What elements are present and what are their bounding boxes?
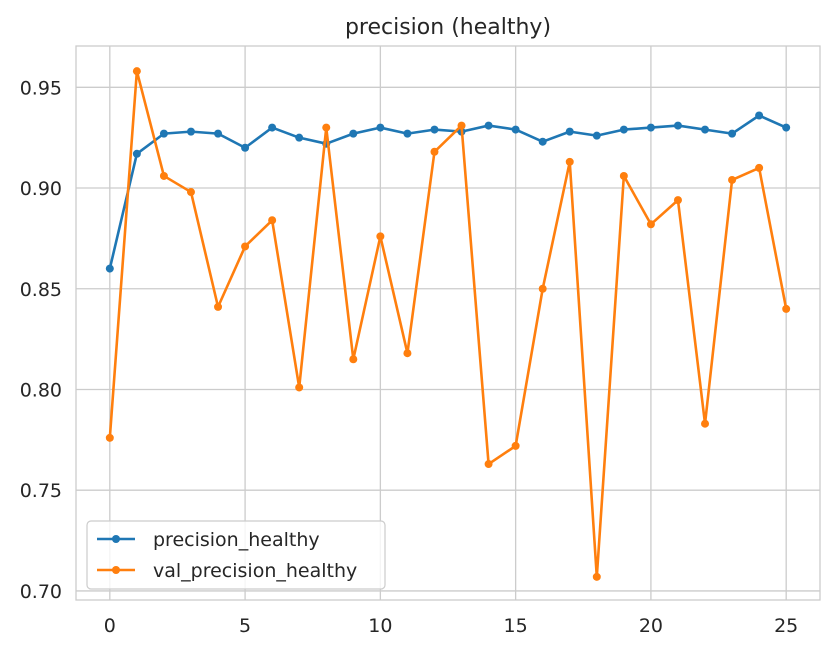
legend: precision_healthy val_precision_healthy [86,520,386,590]
data-point [376,232,385,241]
data-point [511,441,520,450]
data-point [701,419,710,428]
series-line-val_precision_healthy [108,69,788,579]
data-point [619,171,628,180]
data-point [673,121,682,130]
data-point [349,355,358,364]
legend-swatch-marker [112,566,120,574]
data-point [701,125,710,134]
series-precision_healthy [105,111,791,273]
y-tick-label: 0.70 [20,581,62,603]
data-point [214,302,223,311]
x-tick-label: 10 [368,615,392,637]
legend-label: val_precision_healthy [153,560,357,582]
grid [76,46,820,600]
data-point [241,143,250,152]
chart-title: precision (healthy) [345,15,551,40]
data-point [484,460,493,469]
data-point [295,133,304,142]
data-point [755,111,764,120]
data-point [105,264,114,273]
data-point [538,137,547,146]
data-point [457,121,466,130]
data-point [673,196,682,205]
y-tick-label: 0.80 [20,379,62,401]
x-tick-label: 20 [639,615,663,637]
data-point [592,572,601,581]
data-point [728,129,737,138]
data-point [214,129,223,138]
legend-swatch-marker [112,535,120,543]
legend-box [86,520,386,590]
data-point [565,157,574,166]
data-point [186,127,195,136]
data-point [159,129,168,138]
data-point [430,125,439,134]
plot-frame [75,45,821,601]
y-tick-label: 0.85 [20,279,62,301]
series-layer [105,67,791,581]
legend-item: precision_healthy [97,529,320,551]
data-point [538,284,547,293]
data-point [484,121,493,130]
y-tick-label: 0.90 [20,178,62,200]
series-line-precision_healthy [108,114,787,269]
data-point [295,383,304,392]
data-point [646,123,655,132]
data-point [159,171,168,180]
data-point [241,242,250,251]
data-point [728,175,737,184]
data-point [755,163,764,172]
data-point [186,188,195,197]
data-point [132,149,141,158]
series-val_precision_healthy [105,67,791,581]
data-point [565,127,574,136]
x-tick-label: 25 [774,615,798,637]
legend-label: precision_healthy [153,529,320,551]
x-tick-label: 0 [104,615,116,637]
data-point [619,125,628,134]
data-point [782,304,791,313]
data-point [349,129,358,138]
data-point [430,147,439,156]
data-point [646,220,655,229]
y-tick-label: 0.75 [20,480,62,502]
legend-item: val_precision_healthy [97,560,357,582]
y-tick-label: 0.95 [20,77,62,99]
tick-labels: 0 5 10 15 20 25 0.70 0.75 0.80 0.85 0.90 0.95 [20,77,799,637]
data-point [268,216,277,225]
data-point [782,123,791,132]
data-point [403,349,412,358]
x-tick-label: 5 [239,615,251,637]
data-point [268,123,277,132]
data-point [105,433,114,442]
data-point [132,67,141,76]
x-tick-label: 15 [504,615,528,637]
data-point [322,123,331,132]
data-point [511,125,520,134]
data-point [592,131,601,140]
data-point [376,123,385,132]
data-point [403,129,412,138]
